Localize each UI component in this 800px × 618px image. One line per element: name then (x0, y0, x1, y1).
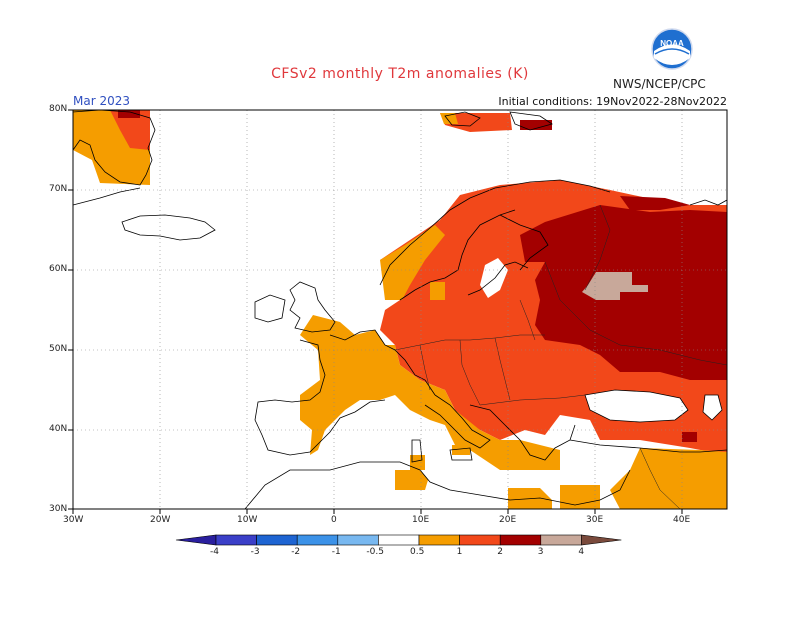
colorbar-tick-label: -3 (250, 547, 260, 557)
colorbar-tick-label: -2 (291, 547, 301, 557)
colorbar-tick-label: 0.5 (410, 547, 425, 557)
lat-label-80n: 80N (49, 104, 68, 114)
colorbar-cell (499, 534, 542, 546)
graticule (73, 110, 727, 509)
lon-label-10e: 10E (412, 515, 430, 525)
map-title: CFSv2 monthly T2m anomalies (K) (271, 66, 529, 82)
lat-label-30n: 30N (49, 504, 68, 514)
lon-label-0: 0 (331, 515, 337, 525)
colorbar-arrow-low (175, 534, 217, 546)
colorbar-arrow-high (581, 534, 622, 546)
colorbar-tick-label: 1 (456, 547, 463, 557)
lat-label-40n: 40N (49, 424, 68, 434)
colorbar-cell (296, 534, 339, 546)
lat-label-70n: 70N (49, 184, 68, 194)
colorbar-cell (256, 534, 298, 546)
lon-label-20e: 20E (499, 515, 517, 525)
lon-label-20w: 20W (150, 515, 171, 525)
colorbar-cell (459, 534, 501, 546)
colorbar-tick-label: -0.5 (366, 547, 384, 557)
axis-ticks (68, 109, 683, 514)
colorbar-cell (378, 534, 420, 546)
lon-label-30w: 30W (63, 515, 84, 525)
lon-label-40e: 40E (673, 515, 691, 525)
noaa-logo: NOAA (651, 28, 693, 74)
colorbar-tick-label: 4 (578, 547, 585, 557)
country-borders (394, 204, 728, 510)
lat-label-50n: 50N (49, 344, 68, 354)
forecast-month: Mar 2023 (73, 94, 130, 108)
lon-label-10w: 10W (237, 515, 258, 525)
colorbar-cell (337, 534, 379, 546)
map-frame (72, 109, 728, 510)
colorbar-tick-label: -4 (210, 547, 219, 557)
colorbar-cell (540, 534, 582, 546)
initial-conditions: Initial conditions: 19Nov2022-28Nov2022 (498, 95, 727, 108)
anomaly-shading (73, 110, 727, 509)
lat-label-60n: 60N (49, 264, 68, 274)
coastlines (72, 109, 728, 510)
colorbar-cell (418, 534, 460, 546)
colorbar-tick-label: 2 (497, 547, 503, 557)
colorbar-tick-label: 3 (537, 547, 544, 557)
colorbar-cell (215, 534, 257, 546)
org-label: NWS/NCEP/CPC (613, 77, 706, 91)
lon-label-30e: 30E (586, 515, 604, 525)
svg-text:NOAA: NOAA (660, 39, 684, 48)
colorbar-tick-label: -1 (331, 547, 341, 557)
